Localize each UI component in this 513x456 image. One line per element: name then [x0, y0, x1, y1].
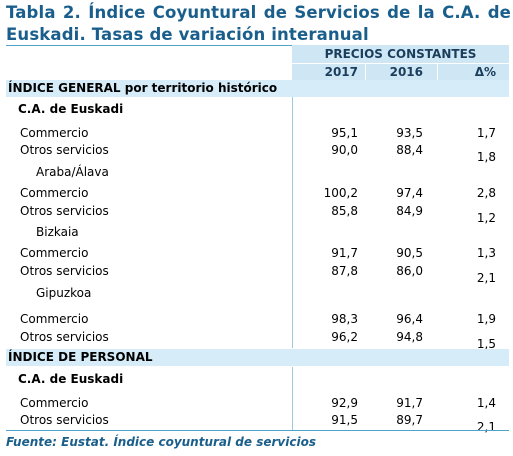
cell-2017: 91,5: [331, 413, 358, 427]
row-label: Otros servicios: [20, 204, 109, 218]
title-line-2: Euskadi. Tasas de variación interanual: [6, 25, 369, 44]
row-label: Commercio: [20, 312, 89, 326]
section-band: [6, 80, 509, 97]
cell-2016: 88,4: [396, 143, 423, 157]
row-label: Otros servicios: [20, 264, 109, 278]
section-title: ÍNDICE DE PERSONAL: [8, 350, 153, 364]
section-band: [6, 349, 509, 366]
cell-2017: 92,9: [331, 396, 358, 410]
cell-2017: 100,2: [323, 186, 358, 200]
region-label: Araba/Álava: [36, 165, 109, 179]
cell-delta: 1,4: [476, 396, 496, 410]
cell-2016: 89,7: [396, 413, 423, 427]
cell-delta: 2,1: [476, 271, 496, 285]
header-band: [292, 45, 509, 80]
cell-delta: 1,7: [476, 126, 496, 140]
region-label: Gipuzkoa: [36, 286, 92, 300]
cell-delta: 1,3: [476, 246, 496, 260]
row-label: Otros servicios: [20, 330, 109, 344]
section-title: ÍNDICE GENERAL por territorio histórico: [8, 81, 278, 95]
top-rule: [6, 45, 509, 46]
header-col-divider: [365, 63, 366, 80]
cell-2017: 87,8: [331, 264, 358, 278]
cell-2017: 95,1: [331, 126, 358, 140]
region-label: Bizkaia: [36, 225, 79, 239]
cell-2017: 91,7: [331, 246, 358, 260]
cell-delta: 1,8: [476, 150, 496, 164]
row-label: Commercio: [20, 186, 89, 200]
header-col-delta: Δ%: [474, 65, 496, 79]
cell-delta: 1,2: [476, 211, 496, 225]
cell-2016: 86,0: [396, 264, 423, 278]
table-title: Tabla 2. Índice Coyuntural de Servicios …: [6, 2, 511, 46]
header-col-divider: [437, 63, 438, 80]
cell-2017: 96,2: [331, 330, 358, 344]
cell-delta: 2,8: [476, 186, 496, 200]
row-label: Commercio: [20, 246, 89, 260]
cell-2016: 93,5: [396, 126, 423, 140]
cell-2017: 85,8: [331, 204, 358, 218]
column-rule: [292, 367, 293, 430]
source-note: Fuente: Eustat. Índice coyuntural de ser…: [6, 435, 316, 449]
header-col-2017: 2017: [324, 65, 358, 79]
cell-delta: 2,1: [476, 420, 496, 434]
cell-delta: 1,5: [476, 337, 496, 351]
cell-delta: 1,9: [476, 312, 496, 326]
subsection-title: C.A. de Euskadi: [18, 372, 124, 386]
header-col-2016: 2016: [389, 65, 423, 79]
cell-2016: 96,4: [396, 312, 423, 326]
cell-2016: 90,5: [396, 246, 423, 260]
cell-2016: 91,7: [396, 396, 423, 410]
header-divider: [292, 63, 509, 64]
column-rule: [292, 97, 293, 348]
cell-2017: 98,3: [331, 312, 358, 326]
header-group-label: PRECIOS CONSTANTES: [324, 47, 477, 61]
cell-2016: 94,8: [396, 330, 423, 344]
row-label: Commercio: [20, 126, 89, 140]
bottom-rule: [6, 430, 509, 431]
row-label: Commercio: [20, 396, 89, 410]
subsection-title: C.A. de Euskadi: [18, 102, 124, 116]
row-label: Otros servicios: [20, 143, 109, 157]
cell-2016: 84,9: [396, 204, 423, 218]
title-line-1: Tabla 2. Índice Coyuntural de Servicios …: [6, 3, 511, 22]
cell-2017: 90,0: [331, 143, 358, 157]
cell-2016: 97,4: [396, 186, 423, 200]
row-label: Otros servicios: [20, 413, 109, 427]
